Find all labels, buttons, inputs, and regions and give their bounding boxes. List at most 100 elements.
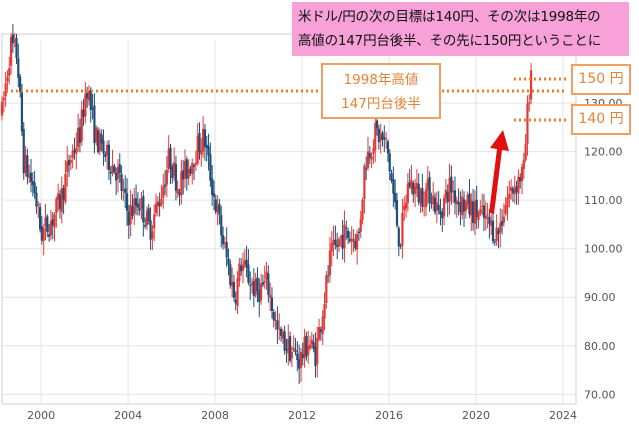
candle bbox=[336, 232, 339, 260]
candle bbox=[225, 227, 228, 267]
candle-body bbox=[441, 211, 444, 219]
candle-body bbox=[528, 102, 531, 104]
candle-body bbox=[450, 176, 453, 193]
candle-body bbox=[245, 259, 248, 268]
candle-body bbox=[62, 188, 65, 200]
candle bbox=[134, 184, 138, 216]
candle-body bbox=[22, 129, 25, 174]
candle bbox=[71, 144, 74, 169]
candle bbox=[346, 227, 350, 245]
candle bbox=[388, 149, 391, 181]
candle-body bbox=[430, 202, 433, 204]
candle-body bbox=[419, 190, 422, 204]
candle bbox=[455, 196, 458, 218]
candle bbox=[323, 292, 326, 331]
candle-body bbox=[417, 183, 420, 203]
candle-body bbox=[221, 235, 225, 245]
candle-body bbox=[502, 216, 505, 223]
candle-body bbox=[343, 224, 346, 249]
candle bbox=[366, 136, 370, 171]
candle-body bbox=[522, 160, 525, 170]
candle-body bbox=[229, 264, 232, 286]
candle-body bbox=[292, 347, 295, 351]
candle-body bbox=[131, 206, 134, 216]
candle-body bbox=[46, 216, 49, 232]
candle-body bbox=[240, 265, 243, 272]
candle bbox=[165, 156, 168, 198]
candle-body bbox=[412, 183, 415, 195]
candle bbox=[20, 83, 24, 137]
x-tick-label: 2016 bbox=[375, 409, 403, 422]
candle bbox=[395, 192, 399, 228]
candle bbox=[363, 163, 366, 214]
candle-body bbox=[379, 134, 382, 141]
candle bbox=[191, 158, 194, 185]
candle bbox=[423, 191, 426, 217]
annotation-lines bbox=[6, 77, 569, 214]
candle-body bbox=[58, 194, 62, 210]
candle-body bbox=[28, 175, 31, 178]
candle-body bbox=[48, 234, 51, 237]
candle bbox=[412, 180, 415, 203]
candle bbox=[178, 188, 181, 206]
candle bbox=[223, 236, 226, 249]
candle bbox=[473, 190, 476, 236]
candle bbox=[115, 167, 118, 195]
candle bbox=[495, 214, 498, 246]
candle-body bbox=[140, 198, 143, 209]
candle-body bbox=[102, 140, 105, 154]
candle-body bbox=[207, 146, 210, 156]
candle bbox=[111, 149, 114, 177]
candle bbox=[448, 163, 451, 215]
candle bbox=[390, 169, 393, 184]
candle bbox=[116, 159, 120, 193]
candle bbox=[314, 332, 317, 378]
candle bbox=[243, 249, 246, 269]
candle-body bbox=[473, 200, 476, 224]
candle-body bbox=[325, 275, 328, 303]
candle-body bbox=[285, 349, 288, 351]
candle-body bbox=[231, 281, 234, 287]
candle bbox=[38, 203, 42, 233]
candle-body bbox=[8, 68, 11, 77]
candle bbox=[267, 265, 270, 303]
candle-body bbox=[482, 205, 486, 218]
candle bbox=[298, 344, 301, 385]
candle bbox=[196, 123, 199, 166]
candle bbox=[11, 24, 14, 53]
candle bbox=[154, 193, 158, 217]
candle-body bbox=[278, 328, 281, 330]
candle bbox=[95, 125, 98, 146]
candle bbox=[163, 170, 167, 196]
candle-body bbox=[67, 159, 71, 166]
candle-body bbox=[216, 205, 219, 212]
candle-body bbox=[211, 178, 214, 196]
candle-body bbox=[247, 264, 250, 283]
candle bbox=[176, 180, 179, 198]
candle bbox=[361, 197, 364, 225]
candle bbox=[37, 201, 40, 218]
candle-body bbox=[60, 188, 63, 212]
y-tick-label: 80.00 bbox=[584, 340, 616, 353]
candle bbox=[0, 95, 4, 121]
candle-body bbox=[265, 271, 268, 280]
candle-body bbox=[93, 105, 96, 144]
candle-body bbox=[145, 210, 149, 226]
candle-body bbox=[142, 196, 145, 223]
candle bbox=[285, 338, 288, 363]
candle bbox=[419, 187, 422, 214]
candle-body bbox=[424, 189, 428, 208]
candle bbox=[341, 219, 344, 260]
candle-body bbox=[258, 289, 261, 302]
candle bbox=[183, 149, 187, 189]
candle bbox=[424, 182, 428, 217]
candle-body bbox=[115, 172, 118, 181]
candle-body bbox=[332, 240, 335, 245]
candle-body bbox=[218, 203, 221, 215]
candle bbox=[345, 220, 348, 240]
candle-body bbox=[182, 170, 185, 180]
candle-body bbox=[35, 192, 38, 207]
candle-body bbox=[401, 212, 404, 246]
candle-body bbox=[78, 127, 82, 143]
